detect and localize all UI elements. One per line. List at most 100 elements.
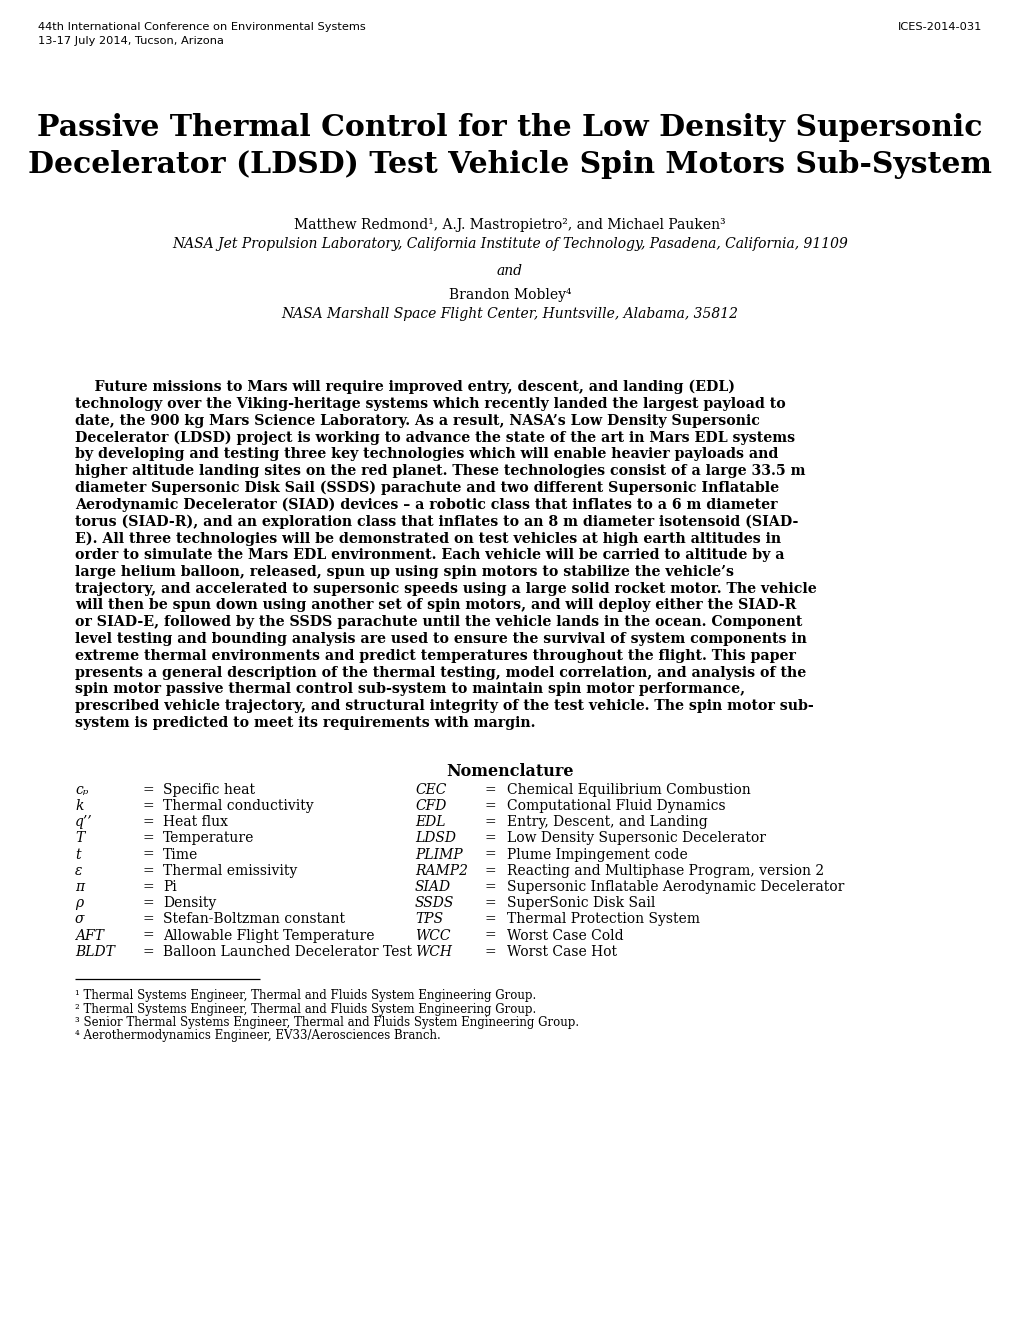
- Text: Future missions to Mars will require improved entry, descent, and landing (EDL): Future missions to Mars will require imp…: [75, 380, 735, 395]
- Text: =: =: [484, 880, 495, 894]
- Text: =: =: [142, 816, 154, 829]
- Text: q’’: q’’: [75, 816, 93, 829]
- Text: 13-17 July 2014, Tucson, Arizona: 13-17 July 2014, Tucson, Arizona: [38, 36, 223, 46]
- Text: =: =: [142, 832, 154, 845]
- Text: ICES-2014-031: ICES-2014-031: [897, 22, 981, 32]
- Text: Plume Impingement code: Plume Impingement code: [506, 847, 687, 862]
- Text: CFD: CFD: [415, 799, 446, 813]
- Text: Entry, Descent, and Landing: Entry, Descent, and Landing: [506, 816, 707, 829]
- Text: =: =: [484, 863, 495, 878]
- Text: =: =: [484, 816, 495, 829]
- Text: Thermal Protection System: Thermal Protection System: [506, 912, 699, 927]
- Text: Passive Thermal Control for the Low Density Supersonic: Passive Thermal Control for the Low Dens…: [38, 114, 981, 143]
- Text: technology over the Viking-heritage systems which recently landed the largest pa: technology over the Viking-heritage syst…: [75, 397, 785, 411]
- Text: ² Thermal Systems Engineer, Thermal and Fluids System Engineering Group.: ² Thermal Systems Engineer, Thermal and …: [75, 1002, 536, 1015]
- Text: Decelerator (LDSD) Test Vehicle Spin Motors Sub-System: Decelerator (LDSD) Test Vehicle Spin Mot…: [29, 150, 990, 180]
- Text: CEC: CEC: [415, 783, 446, 797]
- Text: and: and: [496, 264, 523, 279]
- Text: by developing and testing three key technologies which will enable heavier paylo: by developing and testing three key tech…: [75, 447, 777, 461]
- Text: k: k: [75, 799, 84, 813]
- Text: Worst Case Cold: Worst Case Cold: [506, 928, 623, 942]
- Text: SuperSonic Disk Sail: SuperSonic Disk Sail: [506, 896, 655, 911]
- Text: =: =: [142, 799, 154, 813]
- Text: =: =: [142, 847, 154, 862]
- Text: SIAD: SIAD: [415, 880, 450, 894]
- Text: Low Density Supersonic Decelerator: Low Density Supersonic Decelerator: [506, 832, 765, 845]
- Text: AFT: AFT: [75, 928, 104, 942]
- Text: Pi: Pi: [163, 880, 176, 894]
- Text: =: =: [484, 783, 495, 797]
- Text: t: t: [75, 847, 81, 862]
- Text: torus (SIAD-R), and an exploration class that inflates to an 8 m diameter isoten: torus (SIAD-R), and an exploration class…: [75, 515, 798, 529]
- Text: cₚ: cₚ: [75, 783, 89, 797]
- Text: =: =: [484, 832, 495, 845]
- Text: ³ Senior Thermal Systems Engineer, Thermal and Fluids System Engineering Group.: ³ Senior Thermal Systems Engineer, Therm…: [75, 1016, 579, 1030]
- Text: LDSD: LDSD: [415, 832, 455, 845]
- Text: =: =: [142, 945, 154, 958]
- Text: =: =: [484, 928, 495, 942]
- Text: Reacting and Multiphase Program, version 2: Reacting and Multiphase Program, version…: [506, 863, 823, 878]
- Text: E). All three technologies will be demonstrated on test vehicles at high earth a: E). All three technologies will be demon…: [75, 531, 781, 545]
- Text: =: =: [142, 783, 154, 797]
- Text: Stefan-Boltzman constant: Stefan-Boltzman constant: [163, 912, 344, 927]
- Text: Density: Density: [163, 896, 216, 911]
- Text: Computational Fluid Dynamics: Computational Fluid Dynamics: [506, 799, 725, 813]
- Text: Worst Case Hot: Worst Case Hot: [506, 945, 616, 958]
- Text: 44th International Conference on Environmental Systems: 44th International Conference on Environ…: [38, 22, 366, 32]
- Text: =: =: [142, 863, 154, 878]
- Text: ρ: ρ: [75, 896, 83, 911]
- Text: =: =: [484, 799, 495, 813]
- Text: ε: ε: [75, 863, 83, 878]
- Text: Nomenclature: Nomenclature: [446, 763, 574, 780]
- Text: BLDT: BLDT: [75, 945, 115, 958]
- Text: Decelerator (LDSD) project is working to advance the state of the art in Mars ED: Decelerator (LDSD) project is working to…: [75, 430, 795, 445]
- Text: σ: σ: [75, 912, 85, 927]
- Text: Temperature: Temperature: [163, 832, 254, 845]
- Text: =: =: [484, 912, 495, 927]
- Text: extreme thermal environments and predict temperatures throughout the flight. Thi: extreme thermal environments and predict…: [75, 649, 795, 663]
- Text: Thermal emissivity: Thermal emissivity: [163, 863, 297, 878]
- Text: WCH: WCH: [415, 945, 451, 958]
- Text: Matthew Redmond¹, A.J. Mastropietro², and Michael Pauken³: Matthew Redmond¹, A.J. Mastropietro², an…: [293, 218, 726, 232]
- Text: WCC: WCC: [415, 928, 450, 942]
- Text: spin motor passive thermal control sub-system to maintain spin motor performance: spin motor passive thermal control sub-s…: [75, 682, 745, 697]
- Text: Heat flux: Heat flux: [163, 816, 228, 829]
- Text: order to simulate the Mars EDL environment. Each vehicle will be carried to alti: order to simulate the Mars EDL environme…: [75, 548, 784, 562]
- Text: SSDS: SSDS: [415, 896, 453, 911]
- Text: prescribed vehicle trajectory, and structural integrity of the test vehicle. The: prescribed vehicle trajectory, and struc…: [75, 700, 813, 713]
- Text: =: =: [484, 945, 495, 958]
- Text: NASA Marshall Space Flight Center, Huntsville, Alabama, 35812: NASA Marshall Space Flight Center, Hunts…: [281, 308, 738, 321]
- Text: =: =: [484, 896, 495, 911]
- Text: π: π: [75, 880, 84, 894]
- Text: EDL: EDL: [415, 816, 445, 829]
- Text: level testing and bounding analysis are used to ensure the survival of system co: level testing and bounding analysis are …: [75, 632, 806, 645]
- Text: higher altitude landing sites on the red planet. These technologies consist of a: higher altitude landing sites on the red…: [75, 465, 805, 478]
- Text: Brandon Mobley⁴: Brandon Mobley⁴: [448, 288, 571, 302]
- Text: =: =: [484, 847, 495, 862]
- Text: diameter Supersonic Disk Sail (SSDS) parachute and two different Supersonic Infl: diameter Supersonic Disk Sail (SSDS) par…: [75, 480, 779, 495]
- Text: system is predicted to meet its requirements with margin.: system is predicted to meet its requirem…: [75, 715, 535, 730]
- Text: Balloon Launched Decelerator Test: Balloon Launched Decelerator Test: [163, 945, 412, 958]
- Text: trajectory, and accelerated to supersonic speeds using a large solid rocket moto: trajectory, and accelerated to supersoni…: [75, 582, 816, 595]
- Text: Supersonic Inflatable Aerodynamic Decelerator: Supersonic Inflatable Aerodynamic Decele…: [506, 880, 844, 894]
- Text: TPS: TPS: [415, 912, 442, 927]
- Text: Thermal conductivity: Thermal conductivity: [163, 799, 313, 813]
- Text: =: =: [142, 928, 154, 942]
- Text: Aerodynamic Decelerator (SIAD) devices – a robotic class that inflates to a 6 m : Aerodynamic Decelerator (SIAD) devices –…: [75, 498, 776, 512]
- Text: =: =: [142, 880, 154, 894]
- Text: Specific heat: Specific heat: [163, 783, 255, 797]
- Text: will then be spun down using another set of spin motors, and will deploy either : will then be spun down using another set…: [75, 598, 796, 612]
- Text: ¹ Thermal Systems Engineer, Thermal and Fluids System Engineering Group.: ¹ Thermal Systems Engineer, Thermal and …: [75, 989, 536, 1002]
- Text: Chemical Equilibrium Combustion: Chemical Equilibrium Combustion: [506, 783, 750, 797]
- Text: Allowable Flight Temperature: Allowable Flight Temperature: [163, 928, 374, 942]
- Text: T: T: [75, 832, 85, 845]
- Text: =: =: [142, 912, 154, 927]
- Text: NASA Jet Propulsion Laboratory, California Institute of Technology, Pasadena, Ca: NASA Jet Propulsion Laboratory, Californ…: [172, 238, 847, 251]
- Text: date, the 900 kg Mars Science Laboratory. As a result, NASA’s Low Density Supers: date, the 900 kg Mars Science Laboratory…: [75, 413, 759, 428]
- Text: Time: Time: [163, 847, 198, 862]
- Text: =: =: [142, 896, 154, 911]
- Text: or SIAD-E, followed by the SSDS parachute until the vehicle lands in the ocean. : or SIAD-E, followed by the SSDS parachut…: [75, 615, 802, 630]
- Text: RAMP2: RAMP2: [415, 863, 468, 878]
- Text: presents a general description of the thermal testing, model correlation, and an: presents a general description of the th…: [75, 665, 805, 680]
- Text: PLIMP: PLIMP: [415, 847, 463, 862]
